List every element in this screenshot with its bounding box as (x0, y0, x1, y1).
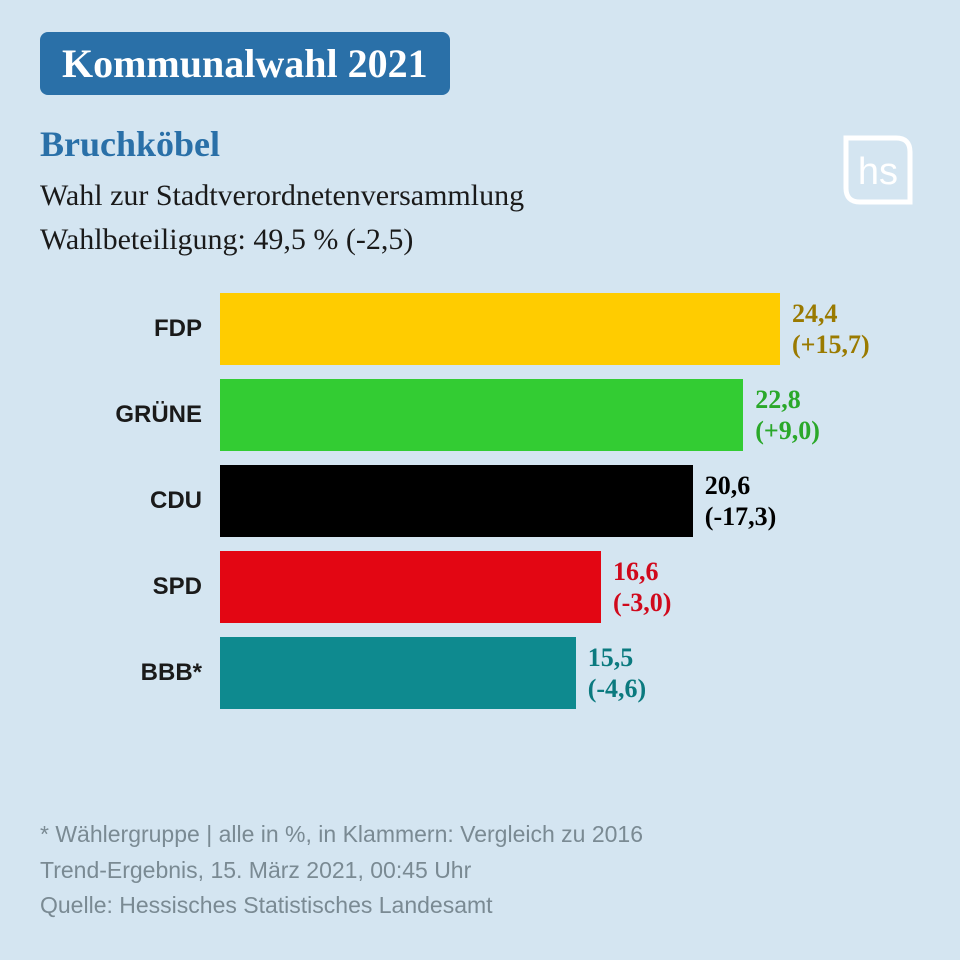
bar-values: 16,6(-3,0) (601, 556, 671, 618)
bar-percentage: 16,6 (613, 556, 671, 587)
election-description: Wahl zur Stadtverordnetenversammlung (40, 179, 920, 213)
turnout-text: Wahlbeteiligung: 49,5 % (-2,5) (40, 223, 413, 256)
bar-percentage: 22,8 (755, 384, 820, 415)
bar-track: 20,6(-17,3) (220, 465, 780, 537)
bar-change: (-17,3) (705, 501, 776, 532)
bar-change: (-3,0) (613, 587, 671, 618)
bar-values: 22,8(+9,0) (743, 384, 820, 446)
bar-fill (220, 465, 693, 537)
bar-fill (220, 637, 576, 709)
footer-notes: * Wählergruppe | alle in %, in Klammern:… (40, 817, 643, 924)
bar-change: (+9,0) (755, 415, 820, 446)
party-label: FDP (60, 315, 220, 343)
bar-row: CDU 20,6(-17,3) (60, 465, 920, 537)
bar-percentage: 24,4 (792, 298, 870, 329)
bar-track: 22,8(+9,0) (220, 379, 780, 451)
footer-line: Trend-Ergebnis, 15. März 2021, 00:45 Uhr (40, 853, 643, 889)
bar-track: 16,6(-3,0) (220, 551, 780, 623)
party-label: SPD (60, 573, 220, 601)
footer-line: Quelle: Hessisches Statistisches Landesa… (40, 888, 643, 924)
bar-row: SPD 16,6(-3,0) (60, 551, 920, 623)
bar-change: (+15,7) (792, 329, 870, 360)
main-title-badge: Kommunalwahl 2021 (40, 32, 450, 95)
bar-percentage: 15,5 (588, 642, 646, 673)
footer-line: * Wählergruppe | alle in %, in Klammern:… (40, 817, 643, 853)
bar-fill (220, 293, 780, 365)
bar-row: GRÜNE22,8(+9,0) (60, 379, 920, 451)
turnout-line: Wahlbeteiligung: 49,5 % (-2,5) (40, 223, 920, 257)
bar-row: FDP24,4(+15,7) (60, 293, 920, 365)
logo-text: hs (858, 151, 898, 193)
location-text: Bruchköbel (40, 124, 220, 164)
bar-row: BBB* 15,5(-4,6) (60, 637, 920, 709)
chart-container: Kommunalwahl 2021 hs Bruchköbel Wahl zur… (0, 0, 960, 960)
main-title-text: Kommunalwahl 2021 (62, 41, 428, 86)
party-label: BBB* (60, 659, 220, 687)
bar-values: 24,4(+15,7) (780, 298, 870, 360)
hs-logo: hs (836, 128, 920, 212)
bar-values: 20,6(-17,3) (693, 470, 776, 532)
bar-track: 24,4(+15,7) (220, 293, 780, 365)
party-label: GRÜNE (60, 401, 220, 429)
bar-fill (220, 551, 601, 623)
location-subtitle: Bruchköbel (40, 123, 920, 165)
bar-values: 15,5(-4,6) (576, 642, 646, 704)
bar-fill (220, 379, 743, 451)
bar-percentage: 20,6 (705, 470, 776, 501)
bar-change: (-4,6) (588, 673, 646, 704)
bar-track: 15,5(-4,6) (220, 637, 780, 709)
party-label: CDU (60, 487, 220, 515)
bar-chart: FDP24,4(+15,7)GRÜNE22,8(+9,0)CDU20,6(-17… (60, 293, 920, 709)
description-text: Wahl zur Stadtverordnetenversammlung (40, 179, 524, 212)
